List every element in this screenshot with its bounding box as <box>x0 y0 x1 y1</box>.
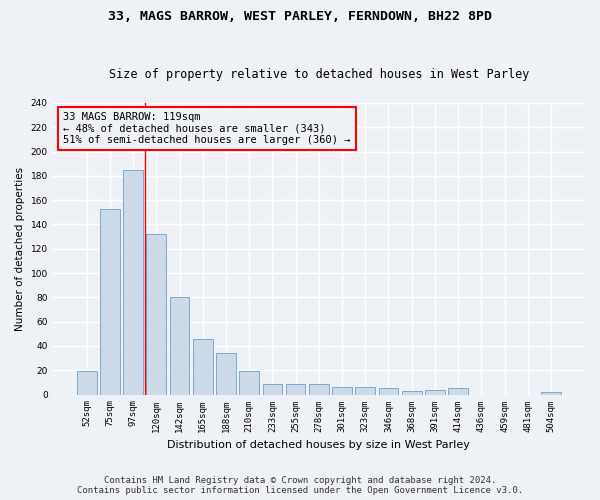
Bar <box>216 354 236 395</box>
X-axis label: Distribution of detached houses by size in West Parley: Distribution of detached houses by size … <box>167 440 470 450</box>
Text: Contains HM Land Registry data © Crown copyright and database right 2024.
Contai: Contains HM Land Registry data © Crown c… <box>77 476 523 495</box>
Bar <box>263 384 282 394</box>
Bar <box>309 384 329 394</box>
Bar <box>402 391 422 394</box>
Bar <box>100 208 120 394</box>
Bar <box>332 388 352 394</box>
Text: 33 MAGS BARROW: 119sqm
← 48% of detached houses are smaller (343)
51% of semi-de: 33 MAGS BARROW: 119sqm ← 48% of detached… <box>64 112 351 145</box>
Title: Size of property relative to detached houses in West Parley: Size of property relative to detached ho… <box>109 68 529 81</box>
Bar <box>123 170 143 394</box>
Bar <box>170 298 190 394</box>
Bar <box>425 390 445 394</box>
Bar <box>193 338 212 394</box>
Y-axis label: Number of detached properties: Number of detached properties <box>15 166 25 331</box>
Bar <box>239 372 259 394</box>
Bar <box>355 388 375 394</box>
Bar <box>77 372 97 394</box>
Bar <box>448 388 468 394</box>
Bar <box>286 384 305 394</box>
Bar <box>146 234 166 394</box>
Text: 33, MAGS BARROW, WEST PARLEY, FERNDOWN, BH22 8PD: 33, MAGS BARROW, WEST PARLEY, FERNDOWN, … <box>108 10 492 23</box>
Bar <box>541 392 561 394</box>
Bar <box>379 388 398 394</box>
